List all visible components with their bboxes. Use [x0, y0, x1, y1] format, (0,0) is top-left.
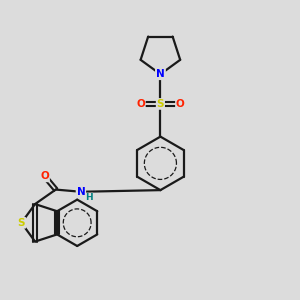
Text: O: O: [136, 99, 145, 109]
Text: S: S: [18, 218, 25, 228]
Text: O: O: [176, 99, 185, 109]
Text: S: S: [157, 99, 164, 109]
Text: N: N: [76, 187, 85, 197]
Text: O: O: [40, 171, 49, 182]
Text: H: H: [85, 193, 93, 202]
Text: N: N: [156, 69, 165, 79]
Text: N: N: [156, 69, 165, 79]
